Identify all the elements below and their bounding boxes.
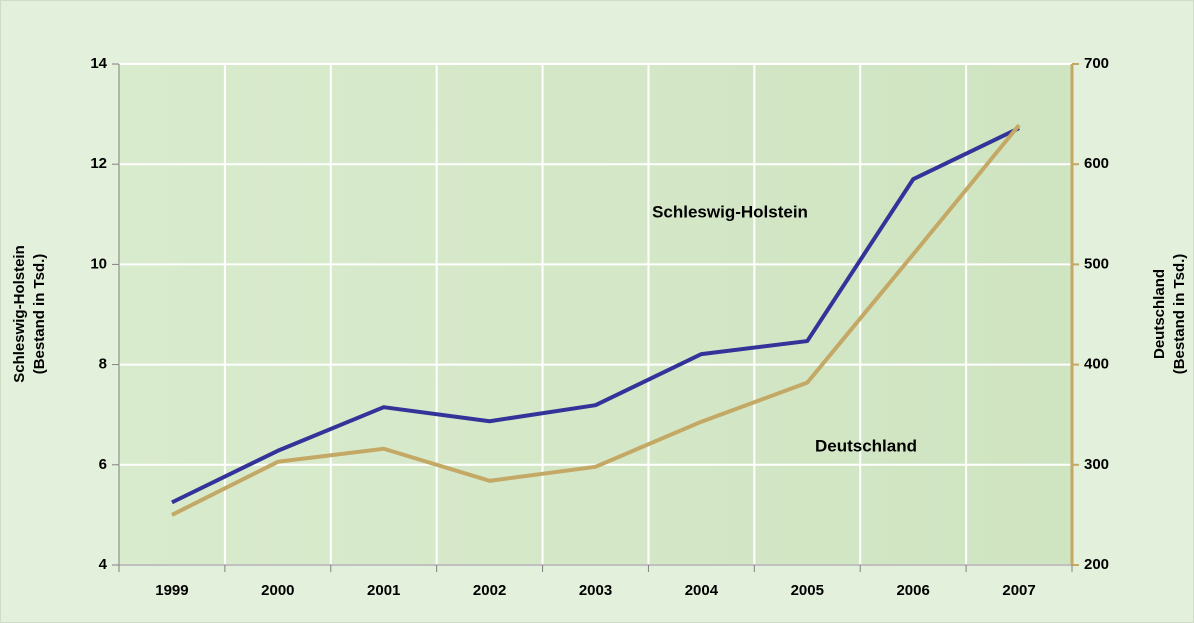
y2-axis-title: Deutschland xyxy=(1151,269,1168,359)
y-tick-label: 14 xyxy=(90,55,107,72)
plot-area xyxy=(119,64,1072,565)
y-tick-label: 6 xyxy=(99,456,107,473)
y-tick-label: 8 xyxy=(99,356,107,373)
series-label: Schleswig-Holstein xyxy=(652,202,808,221)
series-label: Deutschland xyxy=(815,436,917,455)
y-axis-title: Schleswig-Holstein xyxy=(11,245,28,383)
x-tick-label: 2004 xyxy=(685,582,719,599)
series-line xyxy=(171,123,1021,517)
x-tick-label: 2000 xyxy=(261,582,294,599)
y-tick-label: 12 xyxy=(90,155,107,172)
y-axis-title: (Bestand in Tsd.) xyxy=(31,254,48,375)
y-tick-label: 10 xyxy=(90,255,107,272)
x-tick-label: 2006 xyxy=(896,582,929,599)
y2-tick-label: 300 xyxy=(1084,456,1109,473)
y2-tick-label: 500 xyxy=(1084,255,1109,272)
y2-axis-title: (Bestand in Tsd.) xyxy=(1171,254,1188,375)
x-tick-label: 2007 xyxy=(1002,582,1035,599)
series-line xyxy=(171,126,1020,505)
y2-tick-label: 700 xyxy=(1084,55,1109,72)
x-tick-label: 2005 xyxy=(791,582,824,599)
x-tick-label: 2001 xyxy=(367,582,400,599)
y2-tick-label: 200 xyxy=(1084,556,1109,573)
x-tick-label: 2003 xyxy=(579,582,612,599)
y-tick-label: 4 xyxy=(99,556,108,573)
y2-tick-label: 400 xyxy=(1084,356,1109,373)
x-tick-label: 2002 xyxy=(473,582,506,599)
y2-tick-label: 600 xyxy=(1084,155,1109,172)
x-tick-label: 1999 xyxy=(155,582,188,599)
